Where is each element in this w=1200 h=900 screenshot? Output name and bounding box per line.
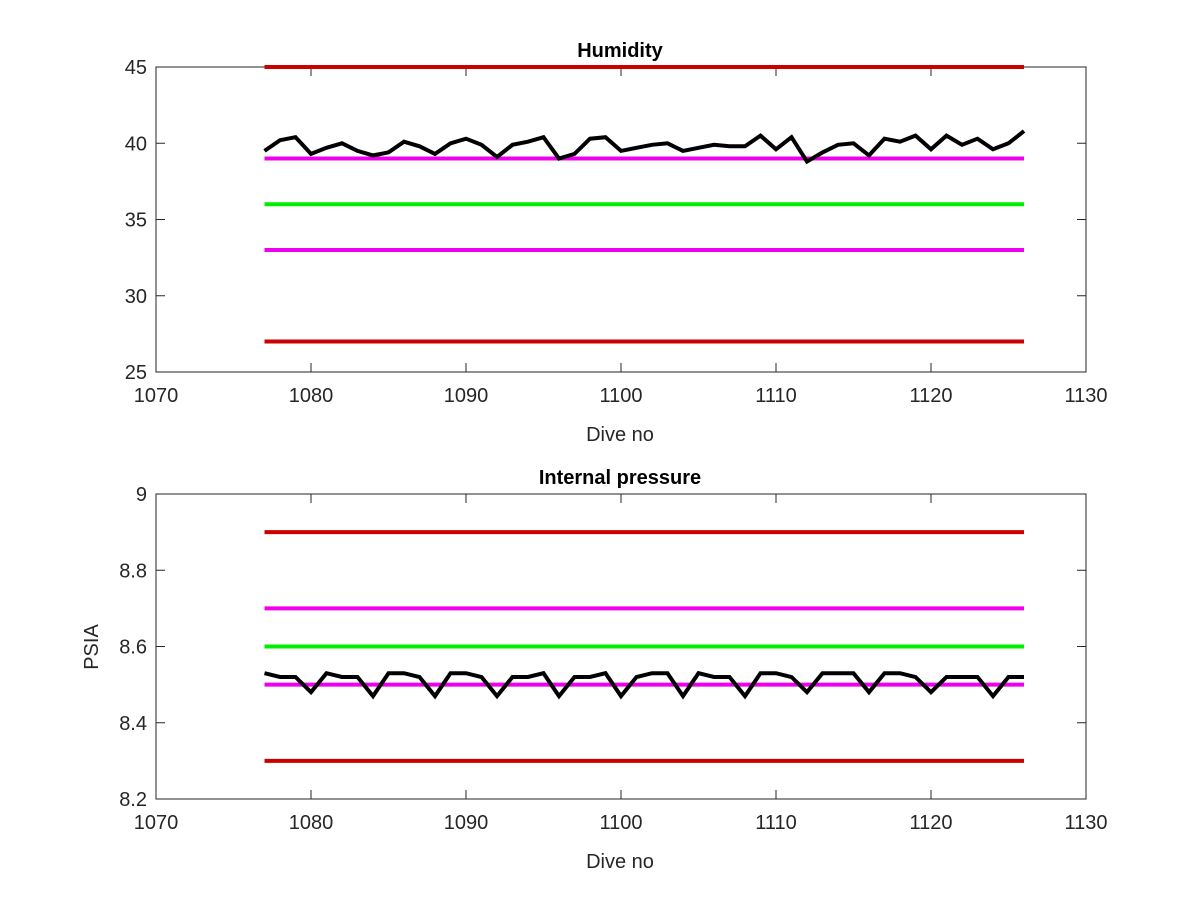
x-tick-label: 1070 bbox=[134, 385, 179, 407]
y-tick-label: 40 bbox=[125, 133, 147, 155]
x-tick-label: 1100 bbox=[599, 812, 642, 834]
x-axis-label: Dive no bbox=[586, 851, 654, 873]
plot-area bbox=[155, 66, 1087, 373]
y-tick-label: 35 bbox=[125, 210, 147, 232]
x-tick-label: 1070 bbox=[134, 812, 179, 834]
x-tick-label: 1080 bbox=[289, 812, 334, 834]
series-line-data bbox=[264, 670, 1024, 700]
y-tick-label: 30 bbox=[125, 286, 147, 308]
y-tick-label: 8.8 bbox=[119, 560, 147, 582]
y-tick-label: 8.2 bbox=[119, 789, 147, 811]
x-tick-label: 1090 bbox=[444, 385, 489, 407]
x-tick-label: 1100 bbox=[599, 385, 642, 407]
x-tick-label: 1130 bbox=[1064, 385, 1107, 407]
x-tick-label: 1090 bbox=[444, 812, 489, 834]
series-line-data bbox=[263, 129, 1026, 165]
x-tick-label: 1080 bbox=[289, 385, 334, 407]
x-tick-label: 1120 bbox=[909, 385, 952, 407]
y-tick-label: 25 bbox=[125, 362, 147, 384]
internal-pressure-chart: Internal pressure Dive no PSIA 1070 1080 1… bbox=[81, 467, 1108, 873]
y-tick-label: 8.4 bbox=[119, 713, 147, 735]
y-tick-label: 8.6 bbox=[119, 637, 147, 659]
chart-title: Internal pressure bbox=[539, 467, 701, 489]
y-axis-label: PSIA bbox=[81, 624, 103, 670]
x-tick-label: 1120 bbox=[909, 812, 952, 834]
x-axis-label: Dive no bbox=[586, 424, 654, 446]
y-tick-label: 9 bbox=[136, 484, 147, 506]
y-tick-label: 45 bbox=[125, 57, 147, 79]
chart-title: Humidity bbox=[577, 40, 663, 62]
x-tick-label: 1110 bbox=[755, 385, 797, 407]
humidity-chart: Humidity Dive no 1070 1080 1090 1100 1110 112… bbox=[125, 40, 1108, 446]
x-tick-label: 1130 bbox=[1064, 812, 1107, 834]
x-tick-label: 1110 bbox=[755, 812, 797, 834]
